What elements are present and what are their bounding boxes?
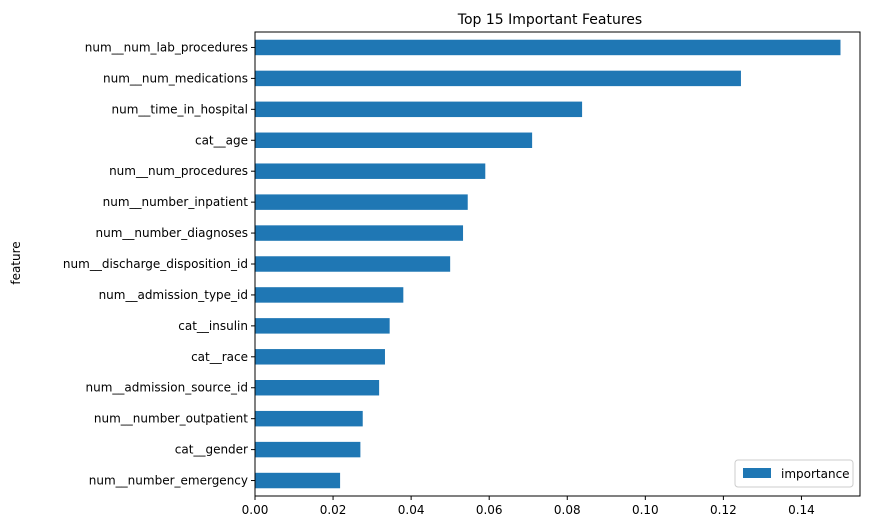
y-ticks-group: num__num_lab_procedures num__num_medicati… [63,40,255,488]
bar [255,39,841,56]
bar [255,194,468,210]
x-tick-label: 0.14 [788,503,815,517]
x-tick-label: 0.12 [710,503,737,517]
bar [255,318,390,334]
x-tick-label: 0.10 [632,503,659,517]
bar [255,101,583,118]
y-tick-label: cat__age [195,133,248,147]
x-tick-label: 0.06 [476,503,503,517]
x-tick-label: 0.00 [242,503,269,517]
bar [255,441,361,458]
bar [255,410,363,427]
bars-group [255,39,841,489]
y-tick-label: num__number_diagnoses [96,226,249,240]
legend-label: importance [781,467,850,481]
y-tick-label: num__number_emergency [89,474,248,488]
y-axis-label: feature [9,241,23,284]
y-tick-label: num__num_lab_procedures [85,40,248,54]
y-tick-label: cat__insulin [178,319,248,333]
y-tick-label: cat__race [191,350,248,364]
y-tick-label: num__num_procedures [109,164,248,178]
legend: importance [734,459,854,488]
x-tick-label: 0.08 [554,503,581,517]
bar [255,380,380,396]
legend-box [734,459,854,488]
bar [255,256,451,272]
y-tick-label: num__admission_source_id [86,381,248,395]
y-tick-label: cat__gender [175,443,248,457]
chart-title: Top 15 Important Features [457,12,642,28]
bar [255,349,385,365]
x-tick-label: 0.02 [320,503,347,517]
bar [255,132,533,148]
y-tick-label: num__num_medications [103,71,248,85]
y-tick-label: num__time_in_hospital [112,102,249,116]
bar [255,472,341,489]
y-tick-label: num__number_outpatient [94,412,248,426]
x-tick-label: 0.04 [398,503,425,517]
y-tick-label: num__number_inpatient [103,195,249,209]
legend-swatch [743,468,771,478]
y-tick-label: num__discharge_disposition_id [63,257,248,271]
bar [255,163,486,179]
plot-frame [254,31,861,497]
x-ticks-group: 0.00 0.02 0.04 0.06 0.08 0.10 0.12 0.14 [242,496,815,517]
bar [255,225,464,241]
bar [255,287,404,303]
bar [255,70,741,87]
y-tick-label: num__admission_type_id [99,288,248,302]
